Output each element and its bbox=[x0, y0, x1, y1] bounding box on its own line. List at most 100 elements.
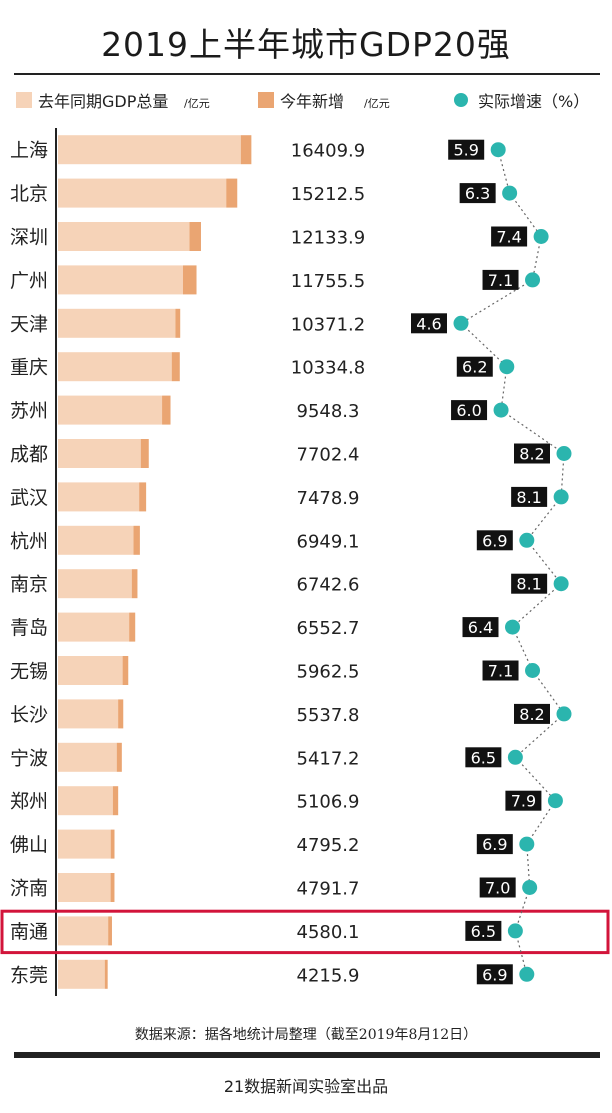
bar-new bbox=[122, 656, 129, 685]
legend-swatch-new bbox=[258, 92, 274, 108]
category-label: 深圳 bbox=[10, 227, 48, 249]
growth-label: 7.1 bbox=[488, 662, 513, 681]
bar-prev bbox=[58, 829, 111, 859]
growth-connector bbox=[532, 670, 565, 715]
legend-unit-prev: /亿元 bbox=[184, 97, 210, 110]
growth-connector bbox=[514, 713, 565, 758]
category-label: 杭州 bbox=[10, 530, 48, 552]
growth-dot bbox=[525, 663, 541, 678]
category-label: 青岛 bbox=[10, 617, 48, 639]
growth-label: 8.1 bbox=[516, 575, 541, 594]
growth-label: 6.9 bbox=[482, 531, 507, 550]
legend-label-growth: 实际增速（%） bbox=[478, 92, 589, 111]
bar-prev bbox=[58, 395, 163, 425]
growth-dot bbox=[519, 532, 535, 548]
total-value: 9548.3 bbox=[297, 401, 360, 422]
chart-title: 2019上半年城市GDP20强 bbox=[101, 25, 511, 64]
category-label: 郑州 bbox=[10, 791, 48, 813]
total-value: 4215.9 bbox=[297, 965, 360, 986]
growth-label-box bbox=[514, 443, 550, 464]
category-label: 宁波 bbox=[10, 747, 48, 769]
growth-label: 7.4 bbox=[496, 228, 521, 247]
bar-prev bbox=[58, 308, 176, 338]
legend-swatch-prev bbox=[16, 92, 32, 108]
bar-new bbox=[226, 178, 238, 208]
total-value: 5417.2 bbox=[297, 748, 360, 769]
growth-dot bbox=[556, 706, 572, 722]
legend-dot-growth bbox=[454, 93, 468, 107]
growth-dot bbox=[493, 402, 509, 418]
growth-label-box bbox=[491, 226, 528, 247]
category-label: 佛山 bbox=[10, 834, 48, 856]
total-value: 4795.2 bbox=[297, 835, 360, 856]
bar-prev bbox=[58, 656, 123, 685]
growth-label: 7.9 bbox=[511, 792, 536, 811]
bar-new bbox=[175, 308, 181, 338]
total-value: 4580.1 bbox=[297, 922, 360, 943]
growth-label-box bbox=[448, 139, 485, 160]
total-value: 5537.8 bbox=[297, 705, 360, 726]
growth-dot bbox=[522, 880, 538, 895]
bar-new bbox=[171, 352, 180, 382]
growth-label: 8.2 bbox=[519, 445, 544, 464]
growth-label: 6.2 bbox=[462, 358, 487, 377]
bar-prev bbox=[58, 439, 141, 468]
bar-new bbox=[110, 873, 115, 902]
total-value: 7702.4 bbox=[297, 445, 360, 466]
total-value: 7478.9 bbox=[297, 488, 360, 509]
total-value: 10334.8 bbox=[291, 358, 365, 379]
growth-label-box bbox=[482, 269, 519, 290]
bar-prev bbox=[58, 525, 134, 555]
growth-dot bbox=[519, 836, 535, 852]
growth-label: 6.9 bbox=[482, 965, 507, 984]
growth-label-box bbox=[476, 834, 513, 855]
bar-prev bbox=[58, 699, 119, 729]
total-value: 5962.5 bbox=[297, 662, 360, 683]
growth-dot bbox=[499, 359, 515, 375]
growth-label: 5.9 bbox=[453, 141, 478, 160]
bar-new bbox=[116, 742, 122, 772]
growth-label-box bbox=[511, 573, 548, 594]
category-label: 上海 bbox=[10, 140, 48, 162]
gdp-chart: 去年同期GDP总量/亿元 今年新增/亿元 实际增速（%） 上海 16409.9 北京 152… bbox=[0, 92, 610, 996]
growth-dot bbox=[453, 315, 469, 331]
growth-label: 7.1 bbox=[488, 271, 513, 290]
growth-label-box bbox=[465, 920, 502, 941]
total-value: 10371.2 bbox=[291, 314, 365, 335]
growth-dot bbox=[507, 749, 523, 765]
bar-new bbox=[189, 222, 201, 251]
growth-label: 6.0 bbox=[456, 401, 481, 420]
bar-new bbox=[131, 569, 138, 599]
bar-new bbox=[129, 612, 136, 642]
category-label: 重庆 bbox=[10, 357, 48, 379]
data-source: 数据来源：据各地统计局整理（截至2019年8月12日） bbox=[134, 1027, 478, 1043]
total-value: 11755.5 bbox=[291, 271, 365, 292]
growth-label: 6.5 bbox=[471, 748, 496, 767]
bar-prev bbox=[58, 873, 111, 902]
growth-label-box bbox=[514, 703, 550, 724]
growth-label: 8.1 bbox=[516, 488, 541, 507]
growth-label: 6.3 bbox=[465, 184, 490, 203]
growth-connector bbox=[526, 800, 556, 845]
legend-label-prev: 去年同期GDP总量 bbox=[38, 92, 168, 111]
category-label: 成都 bbox=[10, 444, 48, 466]
growth-label: 8.2 bbox=[519, 705, 544, 724]
growth-connector bbox=[526, 496, 562, 541]
bar-prev bbox=[58, 135, 241, 165]
category-label: 广州 bbox=[10, 270, 48, 292]
growth-label-box bbox=[476, 964, 513, 985]
bar-prev bbox=[58, 178, 227, 208]
total-value: 15212.5 bbox=[291, 184, 365, 205]
highlight-frame bbox=[0, 909, 610, 955]
category-label: 长沙 bbox=[10, 704, 48, 726]
growth-label: 7.0 bbox=[485, 879, 510, 898]
legend-label-new: 今年新增 bbox=[280, 92, 344, 111]
bar-prev bbox=[58, 612, 130, 642]
growth-label-box bbox=[456, 356, 493, 377]
growth-label-box bbox=[411, 313, 447, 334]
category-label: 东莞 bbox=[10, 964, 48, 986]
growth-dot bbox=[533, 229, 549, 244]
category-label: 济南 bbox=[10, 878, 48, 900]
growth-label-box bbox=[465, 747, 502, 768]
growth-label-box bbox=[451, 400, 488, 421]
